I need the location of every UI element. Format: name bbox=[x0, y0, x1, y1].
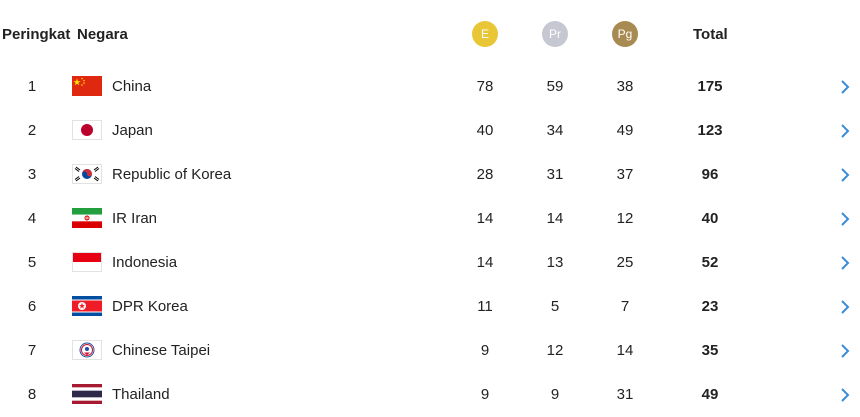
rank: 6 bbox=[27, 298, 37, 315]
country-name: Chinese Taipei bbox=[112, 342, 211, 359]
chinese-taipei-flag-icon bbox=[72, 340, 102, 360]
gold-medal-icon: E bbox=[472, 21, 498, 47]
gold-count: 40 bbox=[476, 122, 494, 139]
table-row[interactable]: 4 IR Iran 14 14 12 40 bbox=[0, 197, 860, 241]
total-count: 35 bbox=[701, 342, 719, 359]
bronze-count: 31 bbox=[616, 386, 634, 403]
thailand-flag-icon bbox=[72, 384, 102, 404]
chevron-right-icon[interactable] bbox=[840, 388, 850, 402]
gold-count: 14 bbox=[476, 210, 494, 227]
japan-flag-icon bbox=[72, 120, 102, 140]
china-flag-icon bbox=[72, 76, 102, 96]
rank: 1 bbox=[27, 78, 37, 95]
chevron-right-icon[interactable] bbox=[840, 256, 850, 270]
country-name: Thailand bbox=[112, 386, 170, 403]
rank: 8 bbox=[27, 386, 37, 403]
indonesia-flag-icon bbox=[72, 252, 102, 272]
gold-count: 11 bbox=[477, 298, 493, 315]
country-name: DPR Korea bbox=[112, 298, 188, 315]
chevron-right-icon[interactable] bbox=[840, 168, 850, 182]
table-header: Peringkat Negara E Pr Pg Total bbox=[0, 14, 860, 54]
bronze-medal-icon: Pg bbox=[612, 21, 638, 47]
chevron-right-icon[interactable] bbox=[840, 124, 850, 138]
dpr-korea-flag-icon bbox=[72, 296, 102, 316]
rank: 3 bbox=[27, 166, 37, 183]
gold-count: 28 bbox=[476, 166, 494, 183]
country-name: IR Iran bbox=[112, 210, 158, 227]
rank: 4 bbox=[27, 210, 37, 227]
chevron-right-icon[interactable] bbox=[840, 300, 850, 314]
bronze-count: 49 bbox=[616, 122, 634, 139]
country-name: China bbox=[112, 78, 152, 95]
silver-medal-icon: Pr bbox=[542, 21, 568, 47]
total-count: 49 bbox=[701, 386, 719, 403]
chevron-right-icon[interactable] bbox=[840, 212, 850, 226]
country-name: Japan bbox=[112, 122, 153, 139]
rank: 7 bbox=[27, 342, 37, 359]
silver-count: 13 bbox=[546, 254, 564, 271]
silver-count: 59 bbox=[546, 78, 564, 95]
bronze-count: 37 bbox=[616, 166, 634, 183]
silver-count: 14 bbox=[546, 210, 564, 227]
gold-count: 78 bbox=[476, 78, 494, 95]
total-count: 52 bbox=[701, 254, 719, 271]
silver-count: 31 bbox=[546, 166, 564, 183]
total-count: 23 bbox=[701, 298, 719, 315]
table-row[interactable]: 7 Chinese Taipei 9 12 14 35 bbox=[0, 329, 860, 373]
header-country: Negara bbox=[77, 26, 128, 43]
gold-count: 9 bbox=[480, 342, 490, 359]
chevron-right-icon[interactable] bbox=[840, 344, 850, 358]
bronze-count: 38 bbox=[616, 78, 634, 95]
rank: 5 bbox=[27, 254, 37, 271]
bronze-count: 7 bbox=[620, 298, 630, 315]
table-row[interactable]: 2 Japan 40 34 49 123 bbox=[0, 109, 860, 153]
country-name: Indonesia bbox=[112, 254, 178, 271]
chevron-right-icon[interactable] bbox=[840, 80, 850, 94]
table-row[interactable]: 8 Thailand 9 9 31 49 bbox=[0, 373, 860, 417]
table-row[interactable]: 5 Indonesia 14 13 25 52 bbox=[0, 241, 860, 285]
table-row[interactable]: 6 DPR Korea 11 5 7 23 bbox=[0, 285, 860, 329]
silver-count: 9 bbox=[550, 386, 560, 403]
silver-count: 12 bbox=[546, 342, 564, 359]
iran-flag-icon bbox=[72, 208, 102, 228]
bronze-count: 12 bbox=[616, 210, 634, 227]
total-count: 123 bbox=[697, 122, 723, 139]
header-rank: Peringkat bbox=[2, 26, 71, 43]
gold-count: 14 bbox=[476, 254, 494, 271]
gold-count: 9 bbox=[480, 386, 490, 403]
silver-count: 5 bbox=[550, 298, 560, 315]
korea-flag-icon bbox=[72, 164, 102, 184]
bronze-count: 25 bbox=[616, 254, 634, 271]
header-total: Total bbox=[693, 26, 728, 43]
bronze-count: 14 bbox=[616, 342, 634, 359]
country-name: Republic of Korea bbox=[112, 166, 232, 183]
total-count: 96 bbox=[701, 166, 719, 183]
silver-count: 34 bbox=[546, 122, 564, 139]
table-row[interactable]: 1 China 78 59 38 175 bbox=[0, 65, 860, 109]
total-count: 175 bbox=[697, 78, 723, 95]
table-row[interactable]: 3 Republic of Korea 28 31 37 96 bbox=[0, 153, 860, 197]
total-count: 40 bbox=[701, 210, 719, 227]
rank: 2 bbox=[27, 122, 37, 139]
